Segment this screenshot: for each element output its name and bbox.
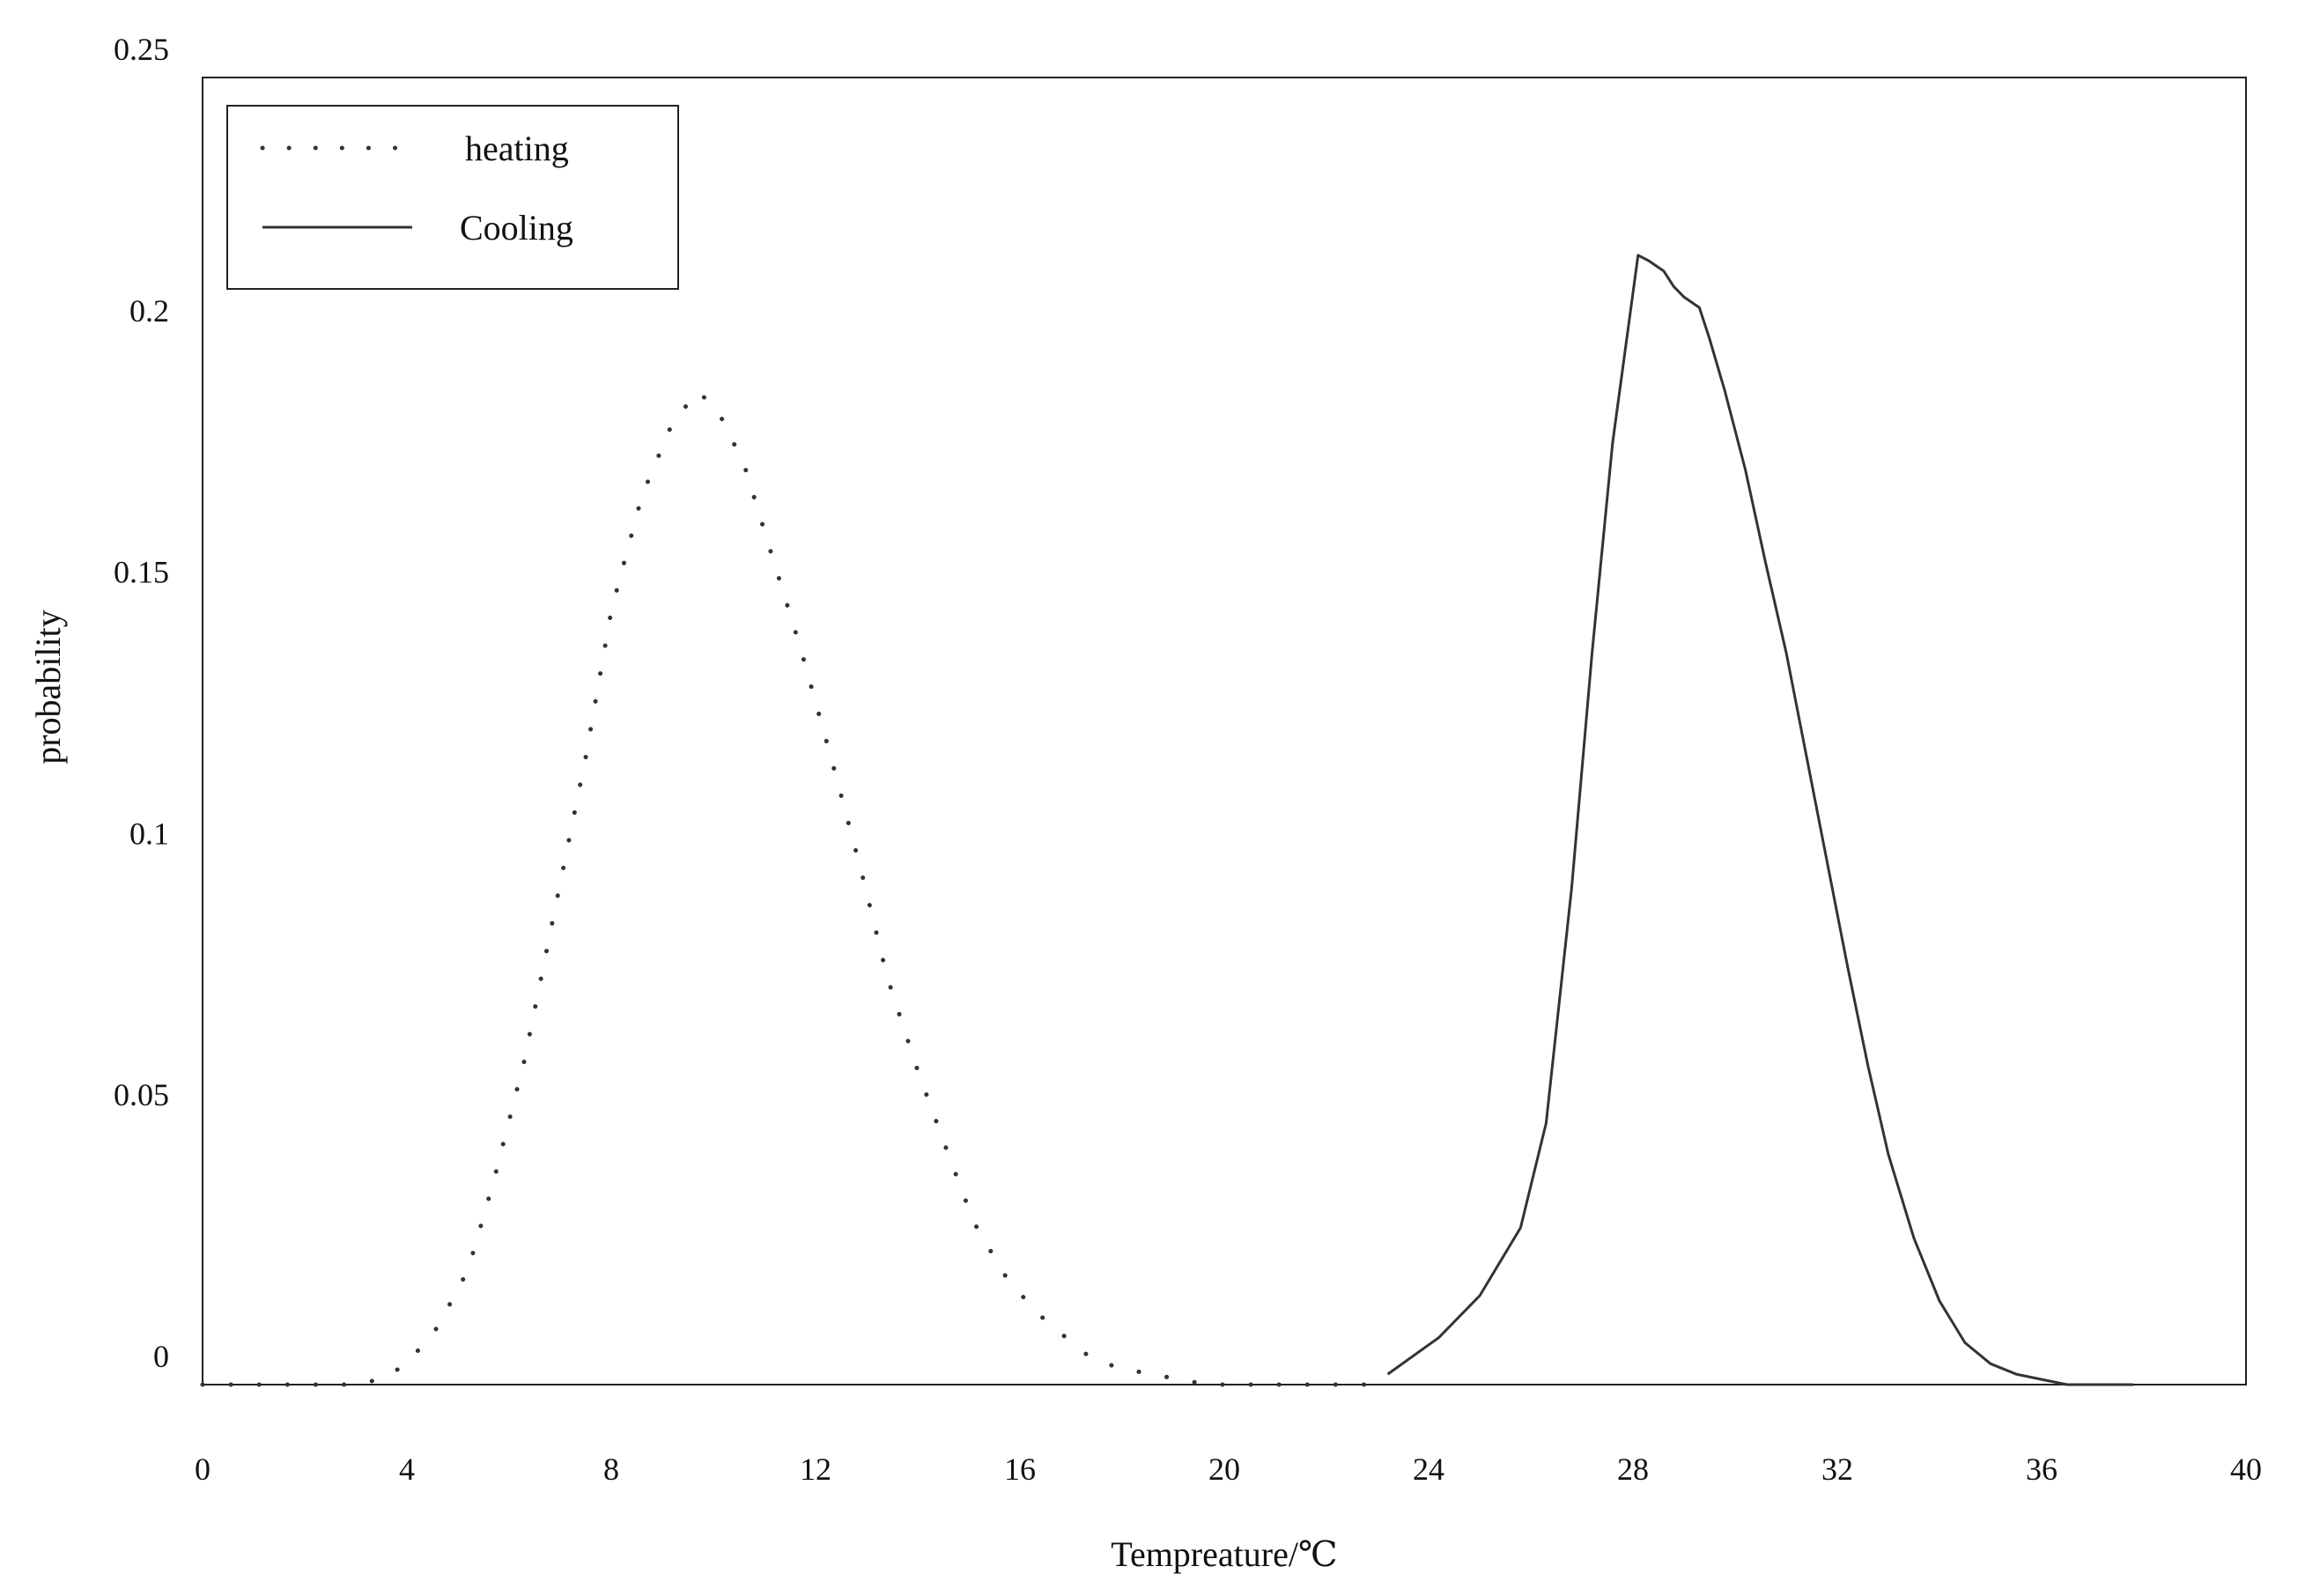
series-line-heating — [200, 388, 1391, 1387]
y-tick-label: 0.1 — [129, 816, 169, 851]
x-axis-title: Tempreature/℃ — [1111, 1534, 1337, 1574]
legend: heating Cooling — [226, 105, 679, 290]
x-tick-label: 0 — [195, 1452, 211, 1487]
tick-layer: 0 4 8 12 16 20 24 28 32 36 40 0 0.05 0.1 0.15 0.2 0.25 — [114, 32, 2262, 1487]
y-tick-label: 0.05 — [114, 1077, 169, 1112]
x-tick-label: 36 — [2026, 1452, 2058, 1487]
x-tick-label: 4 — [399, 1452, 415, 1487]
y-axis-title: probability — [28, 610, 68, 765]
series-line-cooling — [1386, 254, 2134, 1386]
x-tick-label: 12 — [800, 1452, 831, 1487]
legend-box — [226, 105, 679, 290]
legend-label-heating: heating — [465, 129, 569, 168]
y-tick-label: 0.25 — [114, 32, 169, 67]
y-tick-label: 0 — [153, 1339, 169, 1374]
x-tick-label: 20 — [1208, 1452, 1240, 1487]
y-tick-label: 0.2 — [129, 293, 169, 329]
y-tick-label: 0.15 — [114, 555, 169, 590]
x-tick-label: 8 — [603, 1452, 619, 1487]
legend-label-cooling: Cooling — [460, 208, 573, 248]
x-tick-label: 40 — [2230, 1452, 2262, 1487]
x-tick-label: 16 — [1004, 1452, 1036, 1487]
x-tick-label: 28 — [1617, 1452, 1649, 1487]
series-layer — [200, 254, 2134, 1387]
x-tick-label: 24 — [1413, 1452, 1444, 1487]
x-tick-label: 32 — [1821, 1452, 1853, 1487]
